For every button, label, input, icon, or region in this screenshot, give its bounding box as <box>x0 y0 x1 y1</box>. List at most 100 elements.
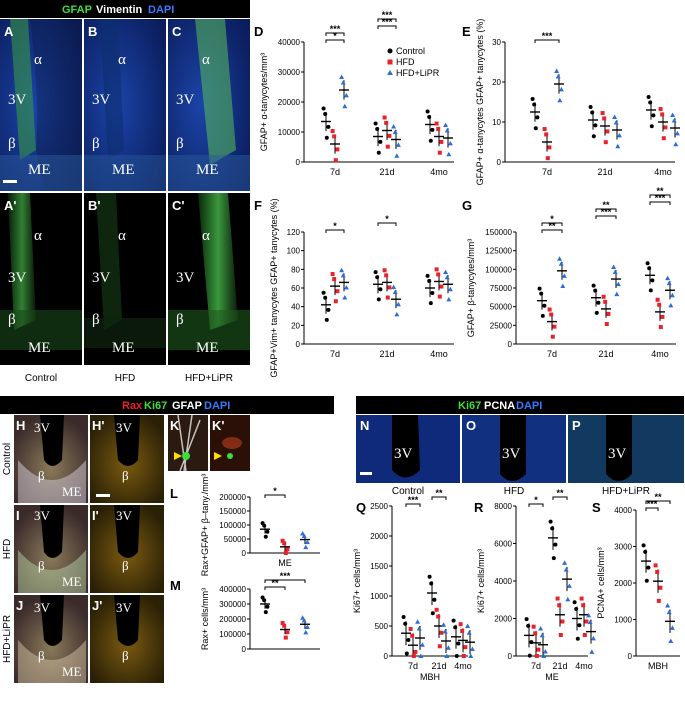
y-tick-label: 1000 <box>370 592 388 601</box>
data-point <box>430 611 435 616</box>
data-point <box>416 626 422 631</box>
data-point <box>562 560 568 565</box>
panel-label-m: M <box>170 578 181 593</box>
side-caption-control: Control <box>2 443 13 475</box>
data-point <box>454 654 459 658</box>
significance-label: *** <box>382 10 393 20</box>
data-point <box>326 124 331 129</box>
data-point <box>460 628 465 633</box>
significance-bracket <box>264 586 286 590</box>
chart-g: 0 25000 50000 75000 100000 125000 150000 GFAP+ … <box>466 186 676 359</box>
y-tick-label: 200000 <box>219 493 246 502</box>
panel-label-a-prime: A' <box>4 198 16 213</box>
data-point <box>606 311 611 316</box>
svg-text:α: α <box>202 52 210 68</box>
svg-text:3V: 3V <box>34 420 51 435</box>
data-point <box>410 633 415 638</box>
data-point <box>469 646 475 651</box>
data-point <box>537 286 542 291</box>
micro-labels-hij: 3V 3V 3V 3V 3V 3V β β β β β β ME ME ME <box>34 420 133 679</box>
data-point <box>387 133 392 138</box>
micrograph-j-prime <box>90 595 164 683</box>
svg-text:3V: 3V <box>92 92 111 108</box>
y-tick-label: 150000 <box>219 507 246 516</box>
significance-label: *** <box>601 207 612 217</box>
y-tick-label: 20000 <box>278 98 301 107</box>
data-point <box>593 123 598 128</box>
data-point <box>557 97 563 103</box>
data-point <box>451 618 456 623</box>
legend-pcna: PCNA <box>484 400 515 412</box>
significance-bracket <box>325 39 345 43</box>
y-tick-label: 8000 <box>494 502 512 511</box>
data-point <box>324 135 329 140</box>
data-point <box>376 150 381 155</box>
svg-text:β: β <box>38 648 45 663</box>
x-axis-label: MBH <box>648 661 668 671</box>
significance-label: *** <box>542 31 553 41</box>
data-point <box>555 596 560 601</box>
data-point <box>669 625 675 630</box>
data-point <box>534 654 539 658</box>
svg-text:β: β <box>38 558 45 573</box>
data-point <box>648 100 653 105</box>
panel-label-d: D <box>254 24 263 39</box>
x-tick-label: 21d <box>552 661 567 671</box>
data-point <box>443 269 449 275</box>
data-point <box>565 596 571 602</box>
y-tick-label: 20 <box>291 321 300 330</box>
y-tick-label: 80 <box>291 265 300 274</box>
caption-hfd-top: HFD <box>115 373 136 384</box>
y-tick-label: 40000 <box>278 38 301 47</box>
data-point <box>668 638 674 644</box>
data-point <box>395 301 401 307</box>
data-point <box>550 334 555 339</box>
significance-label: * <box>550 214 554 224</box>
data-point <box>384 120 389 125</box>
y-tick-label: 40 <box>291 303 300 312</box>
data-point <box>447 140 453 146</box>
data-point <box>560 619 565 624</box>
x-tick-label: 7d <box>330 349 340 359</box>
svg-text:β: β <box>176 312 184 328</box>
data-point <box>666 609 672 615</box>
micro-3v-n: 3V <box>394 446 413 462</box>
data-point <box>651 113 656 118</box>
significance-bracket <box>649 201 671 205</box>
data-point <box>321 290 326 295</box>
panel-label-p: P <box>572 418 581 433</box>
side-caption-hfd: HFD <box>2 539 13 560</box>
micrograph-b-prime <box>84 193 166 365</box>
data-point <box>425 109 430 114</box>
svg-text:3V: 3V <box>92 270 111 286</box>
legend-label: HFD+LiPR <box>396 68 440 78</box>
svg-text:β: β <box>92 136 100 152</box>
data-point <box>663 125 668 130</box>
significance-label: * <box>333 31 337 41</box>
data-point <box>282 623 287 628</box>
data-point <box>540 313 545 318</box>
y-tick-label: 2000 <box>370 532 388 541</box>
data-point <box>301 533 307 539</box>
data-point <box>282 541 287 546</box>
significance-label: ** <box>556 488 564 498</box>
data-point <box>531 624 536 629</box>
data-point <box>603 299 608 304</box>
y-tick-label: 10000 <box>278 128 301 137</box>
data-point <box>280 621 285 626</box>
data-point <box>461 654 466 658</box>
caption-hfd-lipr-top: HFD+LiPR <box>185 373 233 384</box>
data-point <box>385 144 390 149</box>
data-point <box>265 529 270 534</box>
legend-ki67: Ki67 <box>144 400 167 412</box>
data-point <box>434 121 439 126</box>
data-point <box>558 633 563 637</box>
y-tick-label: 0 <box>508 652 513 661</box>
panel-label-j: J <box>16 598 23 613</box>
micrograph-k-prime <box>210 415 250 471</box>
legend-marker <box>387 70 393 75</box>
micrograph-b <box>84 19 166 191</box>
significance-label: *** <box>330 24 341 34</box>
data-point <box>582 633 587 637</box>
